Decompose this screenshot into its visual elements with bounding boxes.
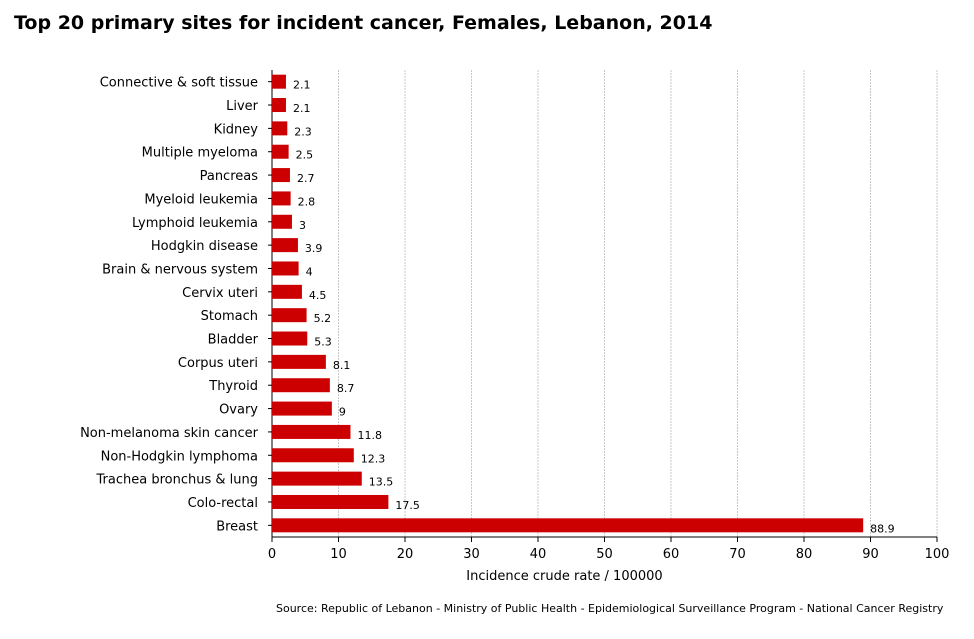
x-tick-label: 80 <box>796 547 813 562</box>
data-label: 8.1 <box>333 359 351 372</box>
category-label: Ovary <box>219 403 258 418</box>
data-label: 88.9 <box>870 522 895 535</box>
data-label: 13.5 <box>369 476 394 489</box>
data-label: 12.3 <box>361 452 386 465</box>
data-label: 5.3 <box>314 336 332 349</box>
bar <box>272 191 291 206</box>
bar <box>272 331 308 346</box>
bar <box>272 238 298 253</box>
x-tick-label: 60 <box>663 547 680 562</box>
bar <box>272 144 289 159</box>
x-tick-label: 70 <box>729 547 746 562</box>
data-label: 3 <box>299 219 306 232</box>
chart-title: Top 20 primary sites for incident cancer… <box>14 12 713 34</box>
x-tick-label: 10 <box>330 547 347 562</box>
category-label: Cervix uteri <box>182 286 258 301</box>
category-label: Colo-rectal <box>188 496 258 511</box>
data-label: 2.8 <box>298 195 316 208</box>
x-tick-label: 100 <box>925 547 950 562</box>
data-label: 17.5 <box>395 499 420 512</box>
bar <box>272 121 288 136</box>
bar <box>272 424 351 439</box>
bar <box>272 518 864 533</box>
category-label: Stomach <box>201 309 258 324</box>
bar <box>272 74 286 89</box>
data-label: 5.2 <box>314 312 332 325</box>
x-tick-label: 20 <box>397 547 414 562</box>
bar <box>272 168 290 183</box>
data-label: 3.9 <box>305 242 323 255</box>
bar <box>272 471 362 486</box>
bar <box>272 98 286 113</box>
category-label: Hodgkin disease <box>151 239 258 254</box>
bar <box>272 401 332 416</box>
bar <box>272 214 292 229</box>
category-label: Trachea bronchus & lung <box>96 473 258 488</box>
data-label: 9 <box>339 406 346 419</box>
category-label: Liver <box>226 99 259 114</box>
data-label: 2.3 <box>294 125 312 138</box>
category-label: Lymphoid leukemia <box>132 216 258 231</box>
source-note: Source: Republic of Lebanon - Ministry o… <box>276 602 944 615</box>
bar <box>272 448 354 463</box>
x-tick-label: 0 <box>268 547 276 562</box>
category-label: Breast <box>216 519 258 534</box>
bar <box>272 261 299 276</box>
category-label: Kidney <box>214 122 259 137</box>
category-label: Brain & nervous system <box>102 262 258 277</box>
category-label: Corpus uteri <box>178 356 258 371</box>
data-label: 2.5 <box>296 149 314 162</box>
category-label: Thyroid <box>208 379 258 394</box>
data-label: 2.1 <box>293 79 311 92</box>
x-axis-title: Incidence crude rate / 100000 <box>466 569 662 584</box>
data-label: 4.5 <box>309 289 327 302</box>
data-label: 11.8 <box>357 429 382 442</box>
bar <box>272 378 330 393</box>
bar <box>272 494 389 509</box>
bar <box>272 354 326 369</box>
x-tick-label: 40 <box>530 547 547 562</box>
category-label: Multiple myeloma <box>142 146 258 161</box>
category-label: Pancreas <box>200 169 259 184</box>
category-label: Bladder <box>208 333 259 348</box>
bar <box>272 308 307 323</box>
data-label: 2.1 <box>293 102 311 115</box>
data-label: 4 <box>306 265 313 278</box>
data-label: 2.7 <box>297 172 315 185</box>
category-label: Non-Hodgkin lymphoma <box>101 449 258 464</box>
bar <box>272 284 302 299</box>
x-tick-label: 30 <box>463 547 480 562</box>
category-label: Myeloid leukemia <box>144 192 258 207</box>
x-tick-label: 50 <box>596 547 613 562</box>
category-label: Connective & soft tissue <box>100 76 258 91</box>
data-label: 8.7 <box>337 382 355 395</box>
x-tick-label: 90 <box>862 547 879 562</box>
category-label: Non-melanoma skin cancer <box>80 426 259 441</box>
